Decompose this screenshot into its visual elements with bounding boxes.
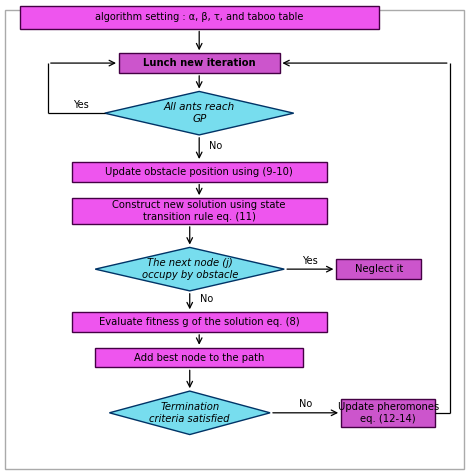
- FancyBboxPatch shape: [341, 399, 436, 427]
- FancyBboxPatch shape: [72, 198, 327, 224]
- Text: Evaluate fitness g of the solution eq. (8): Evaluate fitness g of the solution eq. (…: [99, 317, 300, 327]
- Text: Yes: Yes: [302, 255, 318, 265]
- Text: algorithm setting : α, β, τ, and taboo table: algorithm setting : α, β, τ, and taboo t…: [95, 12, 303, 22]
- FancyBboxPatch shape: [336, 259, 421, 279]
- Text: Lunch new iteration: Lunch new iteration: [143, 58, 255, 68]
- FancyBboxPatch shape: [72, 312, 327, 332]
- Polygon shape: [109, 391, 270, 435]
- Text: No: No: [200, 294, 213, 304]
- FancyBboxPatch shape: [19, 6, 379, 28]
- Polygon shape: [95, 247, 284, 291]
- Text: Update obstacle position using (9-10): Update obstacle position using (9-10): [105, 167, 293, 177]
- Text: Yes: Yes: [73, 100, 89, 109]
- Text: Construct new solution using state
transition rule eq. (11): Construct new solution using state trans…: [112, 200, 286, 222]
- Text: All ants reach
GP: All ants reach GP: [164, 102, 235, 124]
- Text: Termination
criteria satisfied: Termination criteria satisfied: [149, 402, 230, 424]
- Text: The next node (j)
occupy by obstacle: The next node (j) occupy by obstacle: [142, 258, 238, 280]
- FancyBboxPatch shape: [72, 162, 327, 182]
- FancyBboxPatch shape: [95, 347, 303, 367]
- Text: Add best node to the path: Add best node to the path: [134, 353, 264, 363]
- Text: Update pheromones
eq. (12-14): Update pheromones eq. (12-14): [337, 402, 439, 424]
- Text: No: No: [299, 399, 312, 410]
- Text: Neglect it: Neglect it: [355, 264, 403, 274]
- Polygon shape: [105, 91, 294, 135]
- Text: No: No: [209, 141, 222, 151]
- FancyBboxPatch shape: [119, 53, 280, 73]
